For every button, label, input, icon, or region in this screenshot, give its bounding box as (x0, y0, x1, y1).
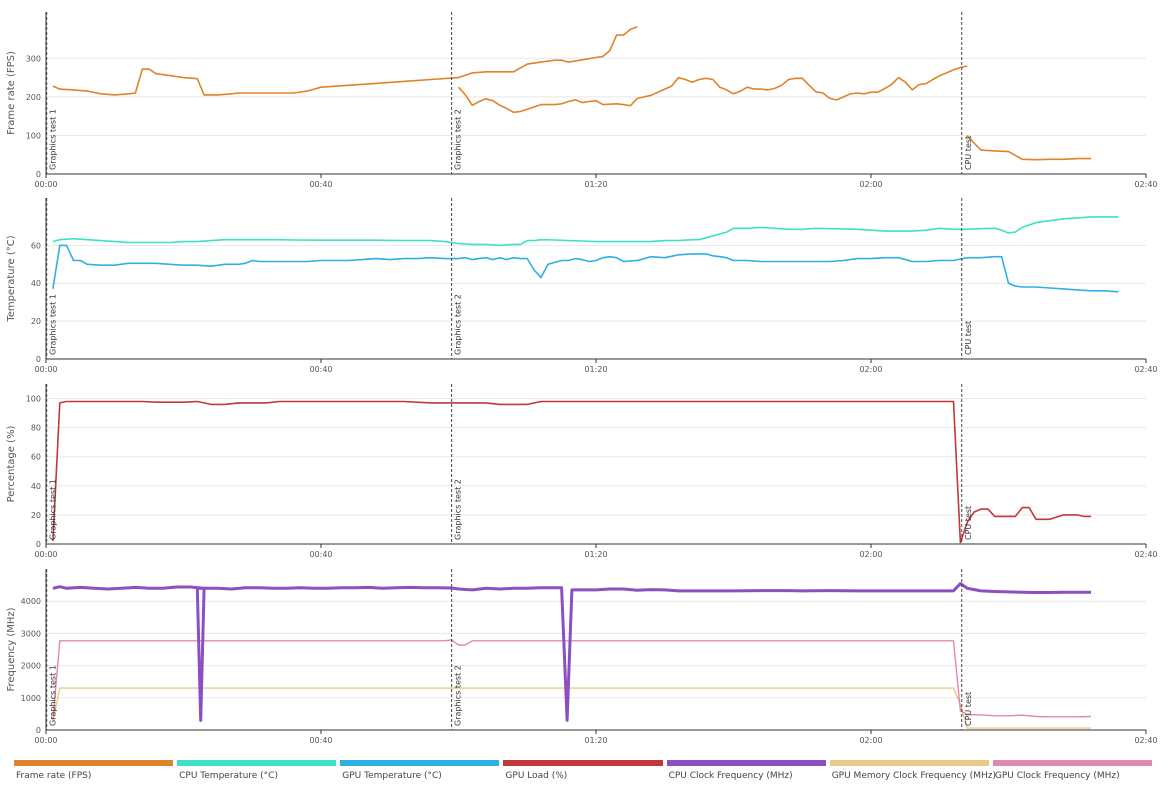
y-axis-label: Temperature (°C) (6, 235, 17, 322)
series-line-cpu_temp (52, 216, 1119, 247)
legend-swatch (829, 760, 989, 766)
series-line-gpu_clock (52, 639, 1092, 721)
series-line-fps2 (457, 65, 968, 114)
legend-swatch (992, 760, 1152, 766)
legend-item[interactable]: CPU Temperature (°C) (177, 760, 337, 784)
test-marker-label: Graphics test 2 (454, 665, 463, 726)
y-tick-label: 0 (36, 726, 41, 735)
x-tick-label: 00:40 (309, 365, 332, 374)
y-tick-label: 0 (36, 170, 41, 179)
test-marker-label: Graphics test 1 (49, 479, 58, 540)
test-marker-label: CPU test (964, 506, 973, 540)
x-tick-label: 01:20 (584, 365, 607, 374)
y-tick-label: 100 (26, 131, 41, 140)
series-line-gpu_mem_clock (52, 687, 1091, 729)
y-axis-label: Frame rate (FPS) (6, 51, 17, 135)
legend-swatch (340, 760, 500, 766)
x-tick-label: 02:00 (859, 736, 882, 745)
x-tick-label: 01:20 (584, 180, 607, 189)
legend-item[interactable]: CPU Clock Frequency (MHz) (666, 760, 826, 784)
test-marker-label: Graphics test 1 (49, 665, 58, 726)
test-marker-label: Graphics test 1 (49, 109, 58, 170)
x-tick-label: 02:40 (1134, 180, 1157, 189)
y-tick-label: 1000 (21, 694, 41, 703)
test-marker-label: Graphics test 2 (454, 109, 463, 170)
y-tick-label: 3000 (21, 629, 41, 638)
series-line-fps (52, 25, 638, 96)
x-tick-label: 02:40 (1134, 365, 1157, 374)
x-tick-label: 00:00 (34, 550, 57, 559)
y-tick-label: 200 (26, 93, 41, 102)
y-axis-label: Percentage (%) (6, 426, 17, 503)
legend: Frame rate (FPS) CPU Temperature (°C) GPU … (14, 760, 1156, 784)
legend-item[interactable]: GPU Load (%) (503, 760, 663, 784)
y-tick-label: 40 (31, 482, 41, 491)
x-tick-label: 02:40 (1134, 550, 1157, 559)
x-tick-label: 01:20 (584, 550, 607, 559)
x-tick-label: 01:20 (584, 736, 607, 745)
legend-swatch (14, 760, 174, 766)
y-tick-label: 2000 (21, 662, 41, 671)
legend-label: GPU Memory Clock Frequency (MHz) (831, 771, 996, 781)
series-line-cpu_clock (52, 582, 1091, 722)
test-marker-label: CPU test (964, 136, 973, 170)
x-tick-label: 00:40 (309, 736, 332, 745)
y-tick-label: 0 (36, 355, 41, 364)
legend-label: GPU Load (%) (505, 771, 568, 781)
legend-label: CPU Clock Frequency (MHz) (668, 771, 793, 781)
legend-item[interactable]: GPU Temperature (°C) (340, 760, 500, 784)
test-marker-label: CPU test (964, 692, 973, 726)
chart-panel-4: 0 1000 2000 3000 4000 00:00 00:40 01:20 02:00 02:… (6, 569, 1158, 745)
x-tick-label: 02:00 (859, 365, 882, 374)
y-tick-label: 0 (36, 540, 41, 549)
legend-label: Frame rate (FPS) (16, 771, 92, 781)
y-tick-label: 4000 (21, 597, 41, 606)
y-tick-label: 100 (26, 395, 41, 404)
y-axis-label: Frequency (MHz) (6, 607, 17, 691)
test-marker-label: CPU test (964, 321, 973, 355)
chart-panel-3: 0 20 40 60 80 100 00:00 00:40 01:20 02:00 02:40 Per… (6, 384, 1158, 559)
y-tick-label: 40 (31, 279, 41, 288)
y-tick-label: 300 (26, 54, 41, 63)
legend-label: CPU Temperature (°C) (179, 771, 278, 781)
legend-swatch (666, 760, 826, 766)
chart-panel-1: 0 100 200 300 00:00 00:40 01:20 02:00 02:40 Frame… (6, 12, 1158, 189)
chart-panel-2: 0 20 40 60 00:00 00:40 01:20 02:00 02:40 Temperat… (6, 198, 1158, 374)
series-line-fps3 (966, 134, 1091, 161)
y-tick-label: 60 (31, 453, 41, 462)
test-marker-label: Graphics test 1 (49, 294, 58, 355)
series-line-gpu_load (52, 400, 1091, 544)
x-tick-label: 02:40 (1134, 736, 1157, 745)
y-tick-label: 60 (31, 241, 41, 250)
y-tick-label: 20 (31, 511, 41, 520)
x-tick-label: 02:00 (859, 550, 882, 559)
x-tick-label: 00:00 (34, 365, 57, 374)
series-line-gpu_temp (52, 244, 1119, 293)
legend-label: GPU Clock Frequency (MHz) (994, 771, 1120, 781)
x-tick-label: 02:00 (859, 180, 882, 189)
x-tick-label: 00:40 (309, 180, 332, 189)
legend-item[interactable]: Frame rate (FPS) (14, 760, 174, 784)
test-marker-label: Graphics test 2 (454, 479, 463, 540)
test-marker-label: Graphics test 2 (454, 294, 463, 355)
legend-swatch (177, 760, 337, 766)
y-tick-label: 20 (31, 317, 41, 326)
legend-swatch (503, 760, 663, 766)
legend-item[interactable]: GPU Clock Frequency (MHz) (992, 760, 1152, 784)
legend-item[interactable]: GPU Memory Clock Frequency (MHz) (829, 760, 996, 784)
legend-label: GPU Temperature (°C) (342, 771, 442, 781)
x-tick-label: 00:00 (34, 736, 57, 745)
x-tick-label: 00:40 (309, 550, 332, 559)
x-tick-label: 00:00 (34, 180, 57, 189)
y-tick-label: 80 (31, 424, 41, 433)
